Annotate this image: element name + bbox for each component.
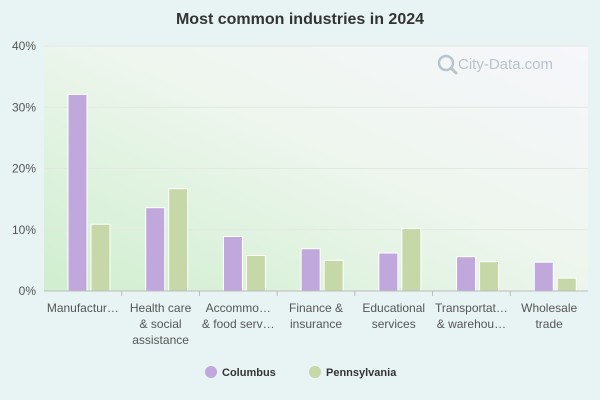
- chart-title: Most common industries in 2024: [176, 11, 424, 28]
- x-tick-label: & social: [140, 317, 182, 331]
- bar-pennsylvania[interactable]: [479, 261, 500, 292]
- x-tick-label: Educational: [362, 301, 425, 315]
- bar-pennsylvania[interactable]: [556, 277, 577, 292]
- x-tick-label: services: [372, 317, 416, 331]
- bar-pennsylvania[interactable]: [245, 254, 266, 292]
- x-tick-label: & warehou…: [437, 317, 506, 331]
- y-tick-label: 40%: [12, 39, 36, 53]
- y-tick-label: 30%: [12, 100, 36, 114]
- x-tick-label: assistance: [132, 333, 189, 347]
- y-tick-label: 20%: [12, 162, 36, 176]
- bar-pennsylvania[interactable]: [323, 259, 344, 292]
- x-tick-label: Accommo…: [206, 301, 271, 315]
- x-tick-label: & food serv…: [202, 317, 275, 331]
- x-tick-label: trade: [535, 317, 563, 331]
- bar-columbus[interactable]: [456, 256, 477, 292]
- bar-columbus[interactable]: [67, 93, 88, 292]
- legend-label-pennsylvania: Pennsylvania: [326, 367, 397, 379]
- bar-columbus[interactable]: [145, 207, 166, 292]
- y-tick-label: 10%: [12, 223, 36, 237]
- watermark: City-Data.com: [437, 54, 553, 75]
- x-tick-label: insurance: [290, 317, 342, 331]
- bar-columbus[interactable]: [533, 261, 554, 292]
- legend-swatch-pennsylvania: [309, 366, 321, 378]
- bar-columbus[interactable]: [222, 235, 243, 292]
- y-tick-label: 0%: [19, 284, 37, 298]
- x-tick-label: Health care: [130, 301, 192, 315]
- bar-pennsylvania[interactable]: [401, 228, 422, 292]
- x-tick-label: Finance &: [289, 301, 343, 315]
- magnifier-icon: [437, 54, 458, 75]
- bar-pennsylvania[interactable]: [90, 223, 111, 292]
- bar-pennsylvania[interactable]: [168, 188, 189, 292]
- legend-swatch-columbus: [205, 366, 217, 378]
- x-tick-label: Manufactur…: [47, 301, 119, 315]
- x-tick-label: Wholesale: [521, 301, 577, 315]
- bar-columbus[interactable]: [378, 252, 399, 292]
- legend-label-columbus: Columbus: [222, 367, 276, 379]
- bar-columbus[interactable]: [300, 248, 321, 292]
- watermark-text: City-Data.com: [458, 56, 553, 73]
- x-tick-label: Transportat…: [435, 301, 508, 315]
